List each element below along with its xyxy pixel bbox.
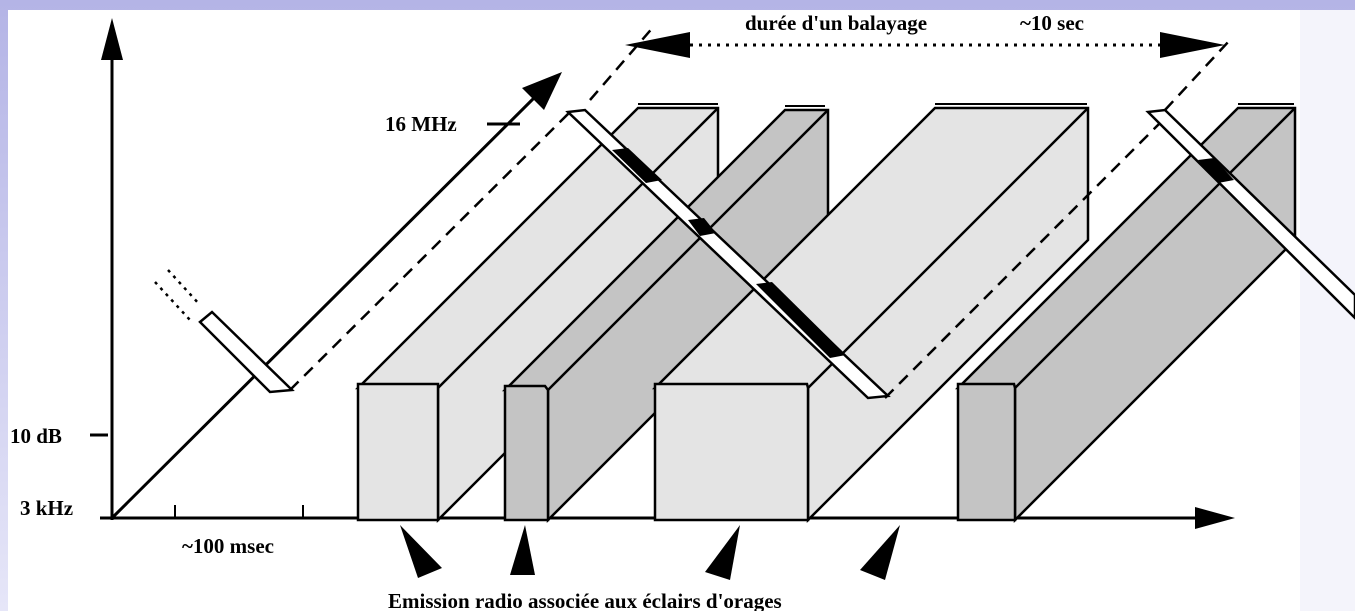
emission-blocks	[354, 103, 1297, 524]
sweep-duration: durée d'un balayage	[745, 11, 927, 35]
pointer-arrows	[400, 525, 900, 580]
block-face	[503, 384, 550, 522]
block-face	[356, 382, 440, 522]
caption: Emission radio associée aux éclairs d'or…	[388, 589, 782, 611]
freq-min: 3 kHz	[20, 496, 73, 520]
time-scale: ~100 msec	[182, 534, 274, 558]
sweep-bars	[154, 108, 1355, 400]
block-face	[547, 109, 829, 391]
sweep-time: ~10 sec	[1020, 11, 1084, 35]
block-face	[956, 382, 1017, 522]
duration-arrow	[625, 32, 1225, 58]
block-face	[1014, 107, 1296, 389]
block-face	[437, 107, 719, 389]
amplitude: 10 dB	[10, 424, 62, 448]
freq-max: 16 MHz	[385, 112, 457, 136]
block-face	[653, 382, 810, 522]
block-face	[807, 107, 1089, 389]
sweep-guides	[289, 24, 1231, 399]
